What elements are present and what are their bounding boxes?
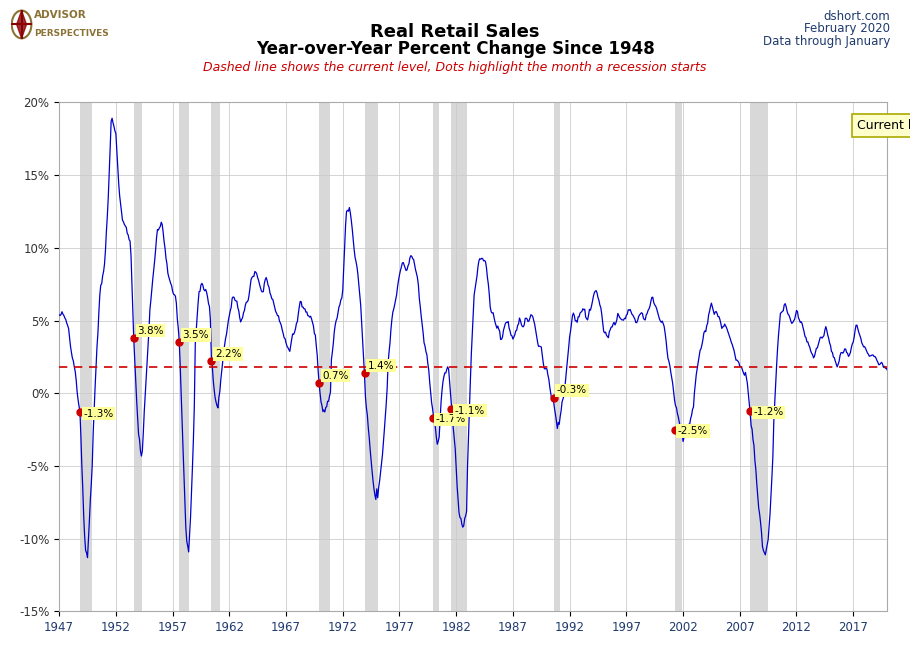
Text: 0.7%: 0.7% bbox=[322, 371, 349, 381]
Point bbox=[204, 356, 218, 367]
Bar bbox=[674, 102, 682, 611]
Text: PERSPECTIVES: PERSPECTIVES bbox=[34, 29, 108, 38]
Point bbox=[126, 332, 141, 343]
Point bbox=[444, 404, 459, 414]
Text: -1.2%: -1.2% bbox=[753, 407, 784, 417]
Text: 3.8%: 3.8% bbox=[137, 326, 164, 336]
Text: -1.7%: -1.7% bbox=[436, 414, 466, 424]
Text: Year-over-Year Percent Change Since 1948: Year-over-Year Percent Change Since 1948 bbox=[256, 40, 654, 58]
Point bbox=[546, 393, 561, 403]
Text: Data through January: Data through January bbox=[763, 35, 890, 48]
Bar bbox=[211, 102, 220, 611]
Bar bbox=[80, 102, 92, 611]
Point bbox=[667, 424, 682, 435]
Polygon shape bbox=[16, 11, 26, 38]
Point bbox=[743, 405, 757, 416]
Bar bbox=[433, 102, 440, 611]
Bar bbox=[134, 102, 142, 611]
Point bbox=[358, 368, 372, 378]
Text: -2.5%: -2.5% bbox=[678, 426, 708, 436]
Point bbox=[172, 337, 187, 348]
Bar bbox=[750, 102, 768, 611]
Text: 3.5%: 3.5% bbox=[183, 330, 209, 340]
Bar bbox=[365, 102, 378, 611]
Point bbox=[312, 378, 327, 389]
Text: -0.3%: -0.3% bbox=[557, 385, 587, 395]
Text: dshort.com: dshort.com bbox=[824, 10, 890, 23]
Bar bbox=[451, 102, 467, 611]
Text: Real Retail Sales: Real Retail Sales bbox=[370, 23, 540, 41]
Text: Current level is 1.8%: Current level is 1.8% bbox=[856, 118, 910, 132]
Text: ADVISOR: ADVISOR bbox=[34, 10, 86, 20]
Text: 2.2%: 2.2% bbox=[215, 349, 241, 359]
Text: Dashed line shows the current level, Dots highlight the month a recession starts: Dashed line shows the current level, Dot… bbox=[203, 61, 707, 75]
Bar bbox=[179, 102, 188, 611]
Bar bbox=[319, 102, 330, 611]
Point bbox=[426, 412, 440, 423]
Bar bbox=[553, 102, 561, 611]
Text: February 2020: February 2020 bbox=[804, 22, 890, 36]
Text: 1.4%: 1.4% bbox=[368, 360, 394, 371]
Text: -1.3%: -1.3% bbox=[84, 408, 114, 418]
Text: -1.1%: -1.1% bbox=[455, 406, 485, 416]
Point bbox=[73, 407, 87, 418]
